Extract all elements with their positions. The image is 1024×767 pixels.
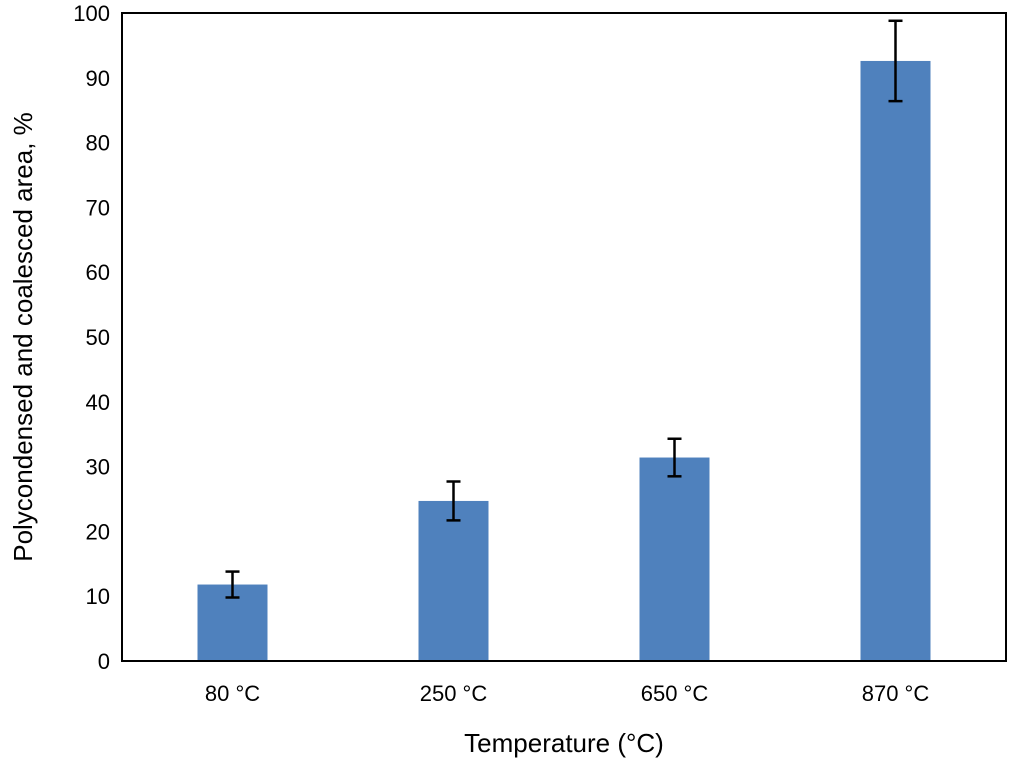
y-tick-label: 90 xyxy=(86,66,110,91)
error-bar xyxy=(446,480,461,522)
x-axis-ticks: 80 °C 250 °C 650 °C 870 °C xyxy=(205,681,929,706)
bar xyxy=(860,60,931,661)
y-tick-label: 40 xyxy=(86,390,110,415)
x-tick-label: 650 °C xyxy=(641,681,709,706)
error-bar xyxy=(225,570,240,599)
error-bar xyxy=(667,437,682,478)
error-bar xyxy=(888,19,903,103)
x-tick-label: 250 °C xyxy=(420,681,488,706)
y-axis-title: Polycondensed and coalesced area, % xyxy=(8,112,38,562)
y-tick-label: 50 xyxy=(86,325,110,350)
y-tick-label: 100 xyxy=(73,1,110,26)
x-axis-title: Temperature (°C) xyxy=(464,728,664,758)
y-tick-label: 80 xyxy=(86,131,110,156)
y-tick-label: 20 xyxy=(86,519,110,544)
plot-frame xyxy=(121,12,1007,662)
y-tick-label: 30 xyxy=(86,455,110,480)
bars-group xyxy=(197,60,931,661)
y-tick-label: 70 xyxy=(86,195,110,220)
y-axis-ticks: 0 10 20 30 40 50 60 70 80 90 100 xyxy=(73,1,110,674)
error-bars-group xyxy=(225,19,903,599)
x-tick-label: 80 °C xyxy=(205,681,260,706)
y-tick-label: 60 xyxy=(86,260,110,285)
bar xyxy=(639,457,710,661)
x-tick-label: 870 °C xyxy=(862,681,930,706)
bar xyxy=(418,500,489,661)
y-tick-label: 0 xyxy=(98,649,110,674)
y-tick-label: 10 xyxy=(86,584,110,609)
